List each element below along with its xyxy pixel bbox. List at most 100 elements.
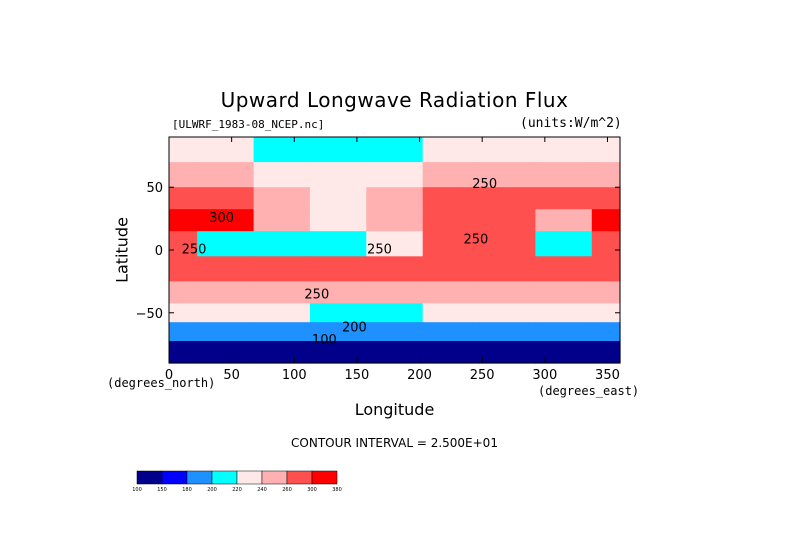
heatmap-cell	[479, 209, 537, 232]
heatmap-cell	[253, 187, 311, 210]
heatmap-cell	[591, 256, 621, 282]
heatmap-cell	[309, 162, 367, 188]
x-tick-label: 350	[595, 368, 620, 383]
heatmap-cells	[169, 137, 621, 364]
contour-label: 200	[342, 320, 367, 335]
heatmap-cell	[197, 322, 255, 342]
heatmap-cell	[422, 209, 480, 232]
heatmap-cell	[253, 322, 311, 342]
colorbar-swatch	[161, 470, 188, 485]
heatmap-cell	[479, 303, 537, 323]
heatmap-cell	[169, 341, 198, 364]
heatmap-cell	[197, 341, 255, 364]
heatmap-cell	[479, 256, 537, 282]
heatmap-cell	[535, 303, 593, 323]
colorbar-label: 150	[157, 487, 167, 493]
heatmap-cell	[479, 322, 537, 342]
heatmap-cell	[197, 162, 255, 188]
heatmap-cell	[197, 137, 255, 163]
heatmap-cell	[366, 256, 424, 282]
heatmap-cell	[169, 162, 198, 188]
heatmap-cell	[253, 162, 311, 188]
heatmap-cell	[169, 303, 198, 323]
heatmap-cell	[366, 322, 424, 342]
heatmap-cell	[309, 281, 367, 304]
colorbar-label: 180	[182, 487, 192, 493]
y-tick-label: 50	[146, 181, 163, 196]
heatmap-cell	[535, 256, 593, 282]
heatmap-cell	[591, 281, 621, 304]
colorbar-swatch	[261, 470, 288, 485]
contour-interval-label: CONTOUR INTERVAL = 2.500E+01	[291, 436, 498, 450]
heatmap-cell	[591, 341, 621, 364]
heatmap-cell	[535, 209, 593, 232]
y-axis: 50 0 −50	[136, 181, 620, 322]
colorbar-label: 200	[207, 487, 217, 493]
heatmap-cell	[197, 281, 255, 304]
heatmap-cell	[591, 162, 621, 188]
contour-labels: 250 250 250 250 250 200 100 300	[182, 177, 497, 348]
colorbar-swatch	[311, 470, 338, 485]
x-axis-label: Longitude	[354, 400, 435, 419]
heatmap-cell	[366, 281, 424, 304]
contour-label: 250	[464, 232, 489, 247]
heatmap-cell	[535, 231, 593, 257]
heatmap-cell	[366, 209, 424, 232]
heatmap-cell	[169, 281, 198, 304]
heatmap-cell	[479, 187, 537, 210]
colorbar: 100 150 180 200 220 240 260 300 380	[132, 470, 342, 493]
colorbar-label: 240	[257, 487, 267, 493]
heatmap-cell	[479, 231, 537, 257]
colorbar-swatch	[136, 470, 163, 485]
heatmap-cell	[422, 341, 480, 364]
heatmap-cell	[535, 322, 593, 342]
contour-label: 250	[472, 177, 497, 192]
heatmap-cell	[591, 322, 621, 342]
heatmap-cell	[591, 231, 621, 257]
heatmap-cell	[422, 281, 480, 304]
heatmap-cell	[479, 341, 537, 364]
heatmap-cell	[169, 187, 198, 210]
heatmap-cell	[253, 137, 311, 163]
x-tick-label: 150	[345, 368, 370, 383]
heatmap-cell	[422, 162, 480, 188]
heatmap-cell	[422, 303, 480, 323]
heatmap-cell	[535, 187, 593, 210]
x-unit-label: (degrees_east)	[538, 384, 640, 398]
heatmap-cell	[479, 281, 537, 304]
heatmap-cell	[253, 303, 311, 323]
heatmap-cell	[197, 187, 255, 210]
colorbar-swatch	[186, 470, 213, 485]
x-tick-label: 50	[223, 368, 240, 383]
heatmap-cell	[253, 281, 311, 304]
heatmap-cell	[253, 231, 311, 257]
x-axis: 0 50 100 150 200 250 300 350	[165, 137, 620, 383]
colorbar-label: 260	[282, 487, 292, 493]
heatmap-cell	[366, 303, 424, 323]
heatmap-cell	[197, 209, 255, 232]
y-tick-label: 0	[155, 244, 163, 259]
heatmap-cell	[366, 137, 424, 163]
heatmap-cell	[591, 187, 621, 210]
heatmap-cell	[366, 162, 424, 188]
file-label: [ULWRF_1983-08_NCEP.nc]	[172, 118, 325, 131]
y-unit-label: (degrees_north)	[107, 376, 216, 390]
heatmap-cell	[253, 341, 311, 364]
x-tick-label: 300	[532, 368, 557, 383]
colorbar-swatch	[286, 470, 313, 485]
y-tick-label: −50	[136, 307, 163, 322]
heatmap-cell	[422, 231, 480, 257]
heatmap-cell	[535, 281, 593, 304]
heatmap-cell	[535, 137, 593, 163]
x-tick-label: 250	[470, 368, 495, 383]
heatmap-cell	[591, 303, 621, 323]
heatmap-cell	[309, 322, 367, 342]
heatmap-cell	[169, 256, 198, 282]
contour-label: 250	[304, 288, 329, 303]
heatmap-cell	[253, 209, 311, 232]
heatmap-cell	[309, 341, 367, 364]
heatmap-cell	[169, 137, 198, 163]
heatmap-cell	[169, 322, 198, 342]
contour-label: 100	[312, 333, 337, 348]
